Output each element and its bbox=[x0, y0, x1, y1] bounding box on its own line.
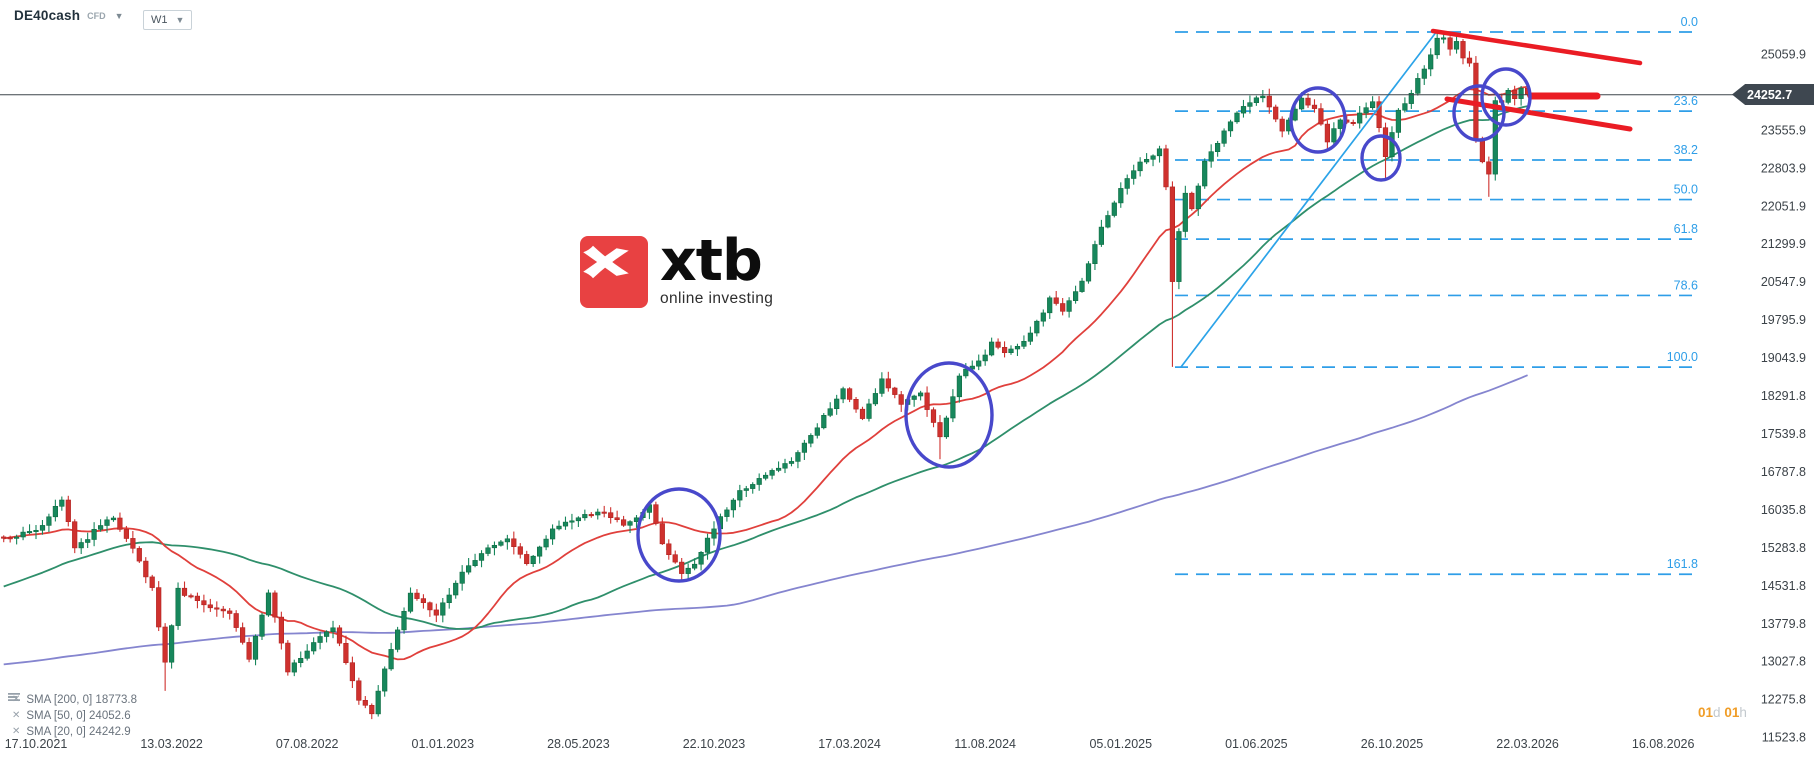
svg-text:11523.8: 11523.8 bbox=[1762, 731, 1806, 745]
circle-annotations[interactable] bbox=[636, 67, 1532, 583]
svg-text:20547.9: 20547.9 bbox=[1761, 275, 1806, 289]
timer-hours: 01 bbox=[1724, 705, 1740, 720]
current-price-tag: 24252.7 bbox=[1732, 84, 1814, 105]
sma50-line bbox=[3, 105, 1528, 630]
legend-row-sma200: ✕ SMA [200, 0] 18773.8 bbox=[8, 692, 137, 708]
xtb-brand-text: xtb bbox=[660, 228, 763, 294]
svg-text:17.03.2024: 17.03.2024 bbox=[818, 737, 881, 751]
red-trendlines[interactable] bbox=[1430, 28, 1643, 132]
svg-text:16787.8: 16787.8 bbox=[1761, 465, 1806, 479]
svg-text:22.10.2023: 22.10.2023 bbox=[683, 737, 746, 751]
indicator-remove-icon[interactable]: ✕ bbox=[12, 726, 21, 737]
xtb-logo-icon bbox=[580, 236, 648, 308]
sma-lines[interactable] bbox=[3, 85, 1528, 666]
svg-text:19795.9: 19795.9 bbox=[1761, 313, 1806, 327]
chevron-down-icon[interactable]: ▼ bbox=[114, 10, 124, 21]
instrument-symbol: DE40cash bbox=[14, 8, 81, 23]
date-axis[interactable]: 17.10.2021 13.03.2022 07.08.2022 01.01.2023… bbox=[5, 737, 1695, 751]
svg-text:13779.8: 13779.8 bbox=[1761, 617, 1806, 631]
svg-text:21299.9: 21299.9 bbox=[1761, 237, 1806, 251]
svg-text:15283.8: 15283.8 bbox=[1761, 541, 1806, 555]
legend-sma50-label: SMA [50, 0] 24052.6 bbox=[26, 710, 131, 722]
legend-row-sma20: ✕ SMA [20, 0] 24242.9 bbox=[8, 693, 137, 740]
legend-sma20-label: SMA [20, 0] 24242.9 bbox=[26, 726, 131, 738]
timer-hours-unit: h bbox=[1739, 705, 1747, 720]
svg-text:17.10.2021: 17.10.2021 bbox=[5, 737, 68, 751]
timer-days: 01 bbox=[1698, 705, 1714, 720]
instrument-type-badge: CFD bbox=[87, 10, 106, 21]
svg-text:01.06.2025: 01.06.2025 bbox=[1225, 737, 1288, 751]
candlestick-series bbox=[1, 31, 1531, 720]
timeframe-value: W1 bbox=[151, 14, 168, 26]
sma200-line bbox=[3, 374, 1528, 666]
svg-text:38.2: 38.2 bbox=[1674, 143, 1698, 157]
indicator-remove-icon[interactable]: ✕ bbox=[12, 710, 21, 721]
svg-text:26.10.2025: 26.10.2025 bbox=[1361, 737, 1424, 751]
cyan-trendline[interactable] bbox=[1180, 30, 1438, 368]
svg-text:01.01.2023: 01.01.2023 bbox=[412, 737, 475, 751]
candle-close-timer: 01d 01h bbox=[1698, 705, 1747, 720]
svg-text:05.01.2025: 05.01.2025 bbox=[1089, 737, 1152, 751]
svg-text:100.0: 100.0 bbox=[1667, 350, 1698, 364]
svg-text:61.8: 61.8 bbox=[1674, 222, 1698, 236]
svg-text:28.05.2023: 28.05.2023 bbox=[547, 737, 610, 751]
indicator-legend: ✕ SMA [200, 0] 18773.8 ✕ SMA [50, 0] 240… bbox=[8, 692, 137, 740]
timeframe-selector[interactable]: W1 ▼ bbox=[143, 10, 193, 30]
svg-text:11.08.2024: 11.08.2024 bbox=[954, 737, 1016, 751]
svg-text:13.03.2022: 13.03.2022 bbox=[140, 737, 203, 751]
sma20-line bbox=[3, 85, 1528, 661]
svg-text:16035.8: 16035.8 bbox=[1761, 503, 1806, 517]
svg-text:19043.9: 19043.9 bbox=[1761, 351, 1806, 365]
svg-text:17539.8: 17539.8 bbox=[1761, 427, 1806, 441]
fibonacci-retracement[interactable]: 0.0 23.6 38.2 50.0 61.8 78.6 100.0 161.8 bbox=[1175, 15, 1698, 576]
svg-text:78.6: 78.6 bbox=[1674, 278, 1698, 292]
svg-text:22803.9: 22803.9 bbox=[1761, 161, 1806, 175]
xtb-tagline: online investing bbox=[660, 290, 774, 307]
instrument-header[interactable]: DE40cash CFD ▼ bbox=[14, 8, 124, 23]
svg-text:23.6: 23.6 bbox=[1674, 94, 1698, 108]
svg-text:18291.8: 18291.8 bbox=[1761, 389, 1806, 403]
xtb-wordmark: xtb online investing bbox=[660, 228, 774, 308]
svg-text:0.0: 0.0 bbox=[1681, 15, 1698, 29]
chevron-down-icon: ▼ bbox=[175, 15, 185, 25]
svg-text:23555.9: 23555.9 bbox=[1761, 123, 1806, 137]
svg-text:14531.8: 14531.8 bbox=[1761, 579, 1806, 593]
price-axis[interactable]: 25059.9 23555.9 22803.9 22051.9 21299.9 20547… bbox=[1761, 48, 1806, 745]
timer-days-unit: d bbox=[1713, 705, 1721, 720]
svg-text:50.0: 50.0 bbox=[1674, 183, 1698, 197]
xtb-watermark: xtb online investing bbox=[580, 228, 774, 308]
svg-text:22.03.2026: 22.03.2026 bbox=[1496, 737, 1559, 751]
svg-text:12275.8: 12275.8 bbox=[1761, 693, 1806, 707]
xtb-x-glyph bbox=[583, 245, 629, 279]
svg-text:22051.9: 22051.9 bbox=[1761, 199, 1806, 213]
svg-text:161.8: 161.8 bbox=[1667, 557, 1698, 571]
legend-row-sma50: ✕ SMA [50, 0] 24052.6 bbox=[8, 693, 137, 724]
svg-text:13027.8: 13027.8 bbox=[1761, 655, 1806, 669]
svg-text:25059.9: 25059.9 bbox=[1761, 48, 1806, 62]
svg-text:07.08.2022: 07.08.2022 bbox=[276, 737, 339, 751]
svg-text:16.08.2026: 16.08.2026 bbox=[1632, 737, 1695, 751]
legend-sma200-label: SMA [200, 0] 18773.8 bbox=[26, 694, 137, 706]
